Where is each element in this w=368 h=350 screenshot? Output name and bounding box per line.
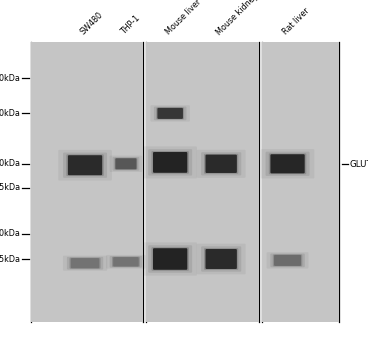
Text: 70kDa: 70kDa xyxy=(0,159,20,168)
Text: 130kDa: 130kDa xyxy=(0,74,20,83)
Text: SW480: SW480 xyxy=(79,10,105,37)
Text: 35kDa: 35kDa xyxy=(0,254,20,264)
Text: 55kDa: 55kDa xyxy=(0,183,20,192)
Text: GLUT2/SLC2A2: GLUT2/SLC2A2 xyxy=(350,159,368,168)
Text: Mouse kidney: Mouse kidney xyxy=(215,0,260,37)
Text: THP-1: THP-1 xyxy=(120,14,142,37)
Text: 100kDa: 100kDa xyxy=(0,109,20,118)
Text: Mouse liver: Mouse liver xyxy=(164,0,203,37)
Text: 40kDa: 40kDa xyxy=(0,229,20,238)
Text: Rat liver: Rat liver xyxy=(281,7,311,37)
